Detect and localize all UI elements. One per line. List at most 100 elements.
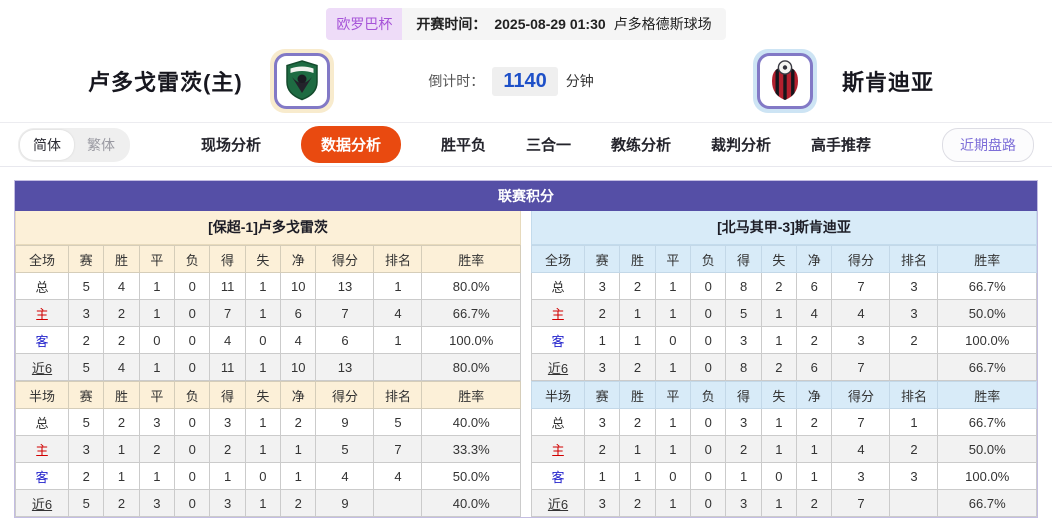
stat-cell: 3 <box>584 408 621 436</box>
home-team-subtitle: [保超-1]卢多戈雷茨 <box>15 211 521 245</box>
stat-cell: 0 <box>174 326 211 354</box>
stat-cell: 7 <box>831 489 891 517</box>
stat-cell: 4 <box>373 462 423 490</box>
countdown-unit: 分钟 <box>565 73 594 89</box>
stat-cell: 7 <box>209 299 246 327</box>
stat-cell: 2 <box>796 326 833 354</box>
tab-coach-analysis[interactable]: 教练分析 <box>611 137 672 154</box>
stat-cell: 2 <box>68 326 105 354</box>
stat-cell: 66.7% <box>937 408 1037 436</box>
stat-cell: 66.7% <box>937 489 1037 517</box>
row-label[interactable]: 近6 <box>14 353 70 381</box>
column-header: 净 <box>280 381 317 409</box>
lang-simplified-button[interactable]: 简体 <box>20 129 74 160</box>
analysis-tabs: 现场分析 数据分析 胜平负 三合一 教练分析 裁判分析 高手推荐 <box>130 126 942 163</box>
recent-trends-button[interactable]: 近期盘路 <box>942 127 1034 162</box>
tab-expert-picks[interactable]: 高手推荐 <box>811 137 872 154</box>
stat-cell: 2 <box>796 408 833 436</box>
home-halftime-table: 半场赛胜平负得失净得分 排名 胜率总 5 2 3 0 3 1 2 9 5 40.0% 主 3 1 2 0 2 1 1 5 7… <box>14 381 521 517</box>
column-header: 胜率 <box>937 381 1037 409</box>
stat-cell: 2 <box>280 489 317 517</box>
stat-cell: 2 <box>619 272 656 300</box>
stat-cell: 0 <box>174 462 211 490</box>
countdown-label: 倒计时： <box>428 73 485 89</box>
tab-data-analysis[interactable]: 数据分析 <box>300 126 401 163</box>
stat-cell: 3 <box>209 408 246 436</box>
stats-row: 主 3 2 1 0 7 1 6 7 4 66.7% <box>14 299 521 327</box>
stat-cell: 0 <box>174 299 211 327</box>
column-header: 得分 <box>315 381 375 409</box>
stat-cell: 5 <box>373 408 423 436</box>
column-header: 失 <box>244 381 282 409</box>
stat-cell: 3 <box>138 489 176 517</box>
stat-cell: 0 <box>654 326 692 354</box>
stats-row: 总 5 4 1 0 11 1 10 13 1 80.0% <box>14 272 521 300</box>
stat-cell: 3 <box>584 489 621 517</box>
row-label: 主 <box>530 435 586 463</box>
match-info-bar: 欧罗巴杯 开赛时间： 2025-08-29 01:30 卢多格德斯球场 <box>0 8 1052 40</box>
league-badge[interactable]: 欧罗巴杯 <box>326 8 403 40</box>
stat-cell: 1 <box>584 326 621 354</box>
stat-cell: 1 <box>138 462 176 490</box>
stat-cell: 0 <box>174 435 211 463</box>
stat-cell: 2 <box>280 408 317 436</box>
stat-cell: 50.0% <box>421 462 521 490</box>
stat-cell <box>889 489 939 517</box>
header-divider <box>0 122 1052 123</box>
stat-cell: 3 <box>138 408 176 436</box>
row-label[interactable]: 近6 <box>530 353 586 381</box>
stat-cell: 100.0% <box>937 462 1037 490</box>
row-label[interactable]: 近6 <box>14 489 70 517</box>
stat-cell: 3 <box>889 272 939 300</box>
stat-cell: 8 <box>725 353 762 381</box>
stat-cell: 2 <box>103 408 140 436</box>
stat-cell: 2 <box>725 435 762 463</box>
stat-cell: 2 <box>103 326 140 354</box>
column-header: 全场 <box>14 245 70 273</box>
stat-cell: 50.0% <box>937 435 1037 463</box>
column-header: 负 <box>690 245 727 273</box>
stat-cell: 1 <box>619 435 656 463</box>
tab-three-in-one[interactable]: 三合一 <box>525 137 571 154</box>
tab-referee-analysis[interactable]: 裁判分析 <box>711 137 772 154</box>
stat-cell: 100.0% <box>937 326 1037 354</box>
tab-live-analysis[interactable]: 现场分析 <box>200 137 261 154</box>
stat-cell: 6 <box>796 272 833 300</box>
stat-cell: 4 <box>796 299 833 327</box>
venue: 卢多格德斯球场 <box>613 16 712 32</box>
tab-win-draw-loss[interactable]: 胜平负 <box>440 137 486 154</box>
countdown: 倒计时： 1140 分钟 <box>428 66 594 96</box>
row-label: 客 <box>530 326 586 354</box>
stat-cell: 0 <box>690 353 727 381</box>
stat-cell: 66.7% <box>421 299 521 327</box>
stat-cell: 5 <box>68 489 105 517</box>
column-header: 赛 <box>584 381 621 409</box>
stat-cell: 0 <box>690 462 727 490</box>
stat-cell: 2 <box>103 299 140 327</box>
stat-cell: 1 <box>760 489 798 517</box>
column-header: 得分 <box>831 381 891 409</box>
column-header: 胜 <box>619 381 656 409</box>
stat-cell: 40.0% <box>421 489 521 517</box>
stat-cell: 1 <box>760 408 798 436</box>
stat-cell: 5 <box>315 435 375 463</box>
column-header: 得分 <box>831 245 891 273</box>
stat-cell: 7 <box>831 353 891 381</box>
stat-cell: 1 <box>654 272 692 300</box>
away-team-stats-section: [北马其甲-3]斯肯迪亚 全场赛胜平负得失净得分 排名 胜率总 3 2 1 0 8 2 6 7 3 66… <box>530 211 1037 517</box>
home-fulltime-table: 全场赛胜平负得失净得分 排名 胜率总 5 4 1 0 11 1 10 13 1 80.0% 主 3 2 1 0 7 1… <box>14 245 521 381</box>
column-header: 赛 <box>584 245 621 273</box>
column-header: 平 <box>138 381 176 409</box>
match-header: 卢多戈雷茨(主) 倒计时： 1140 分钟 <box>0 40 1052 122</box>
row-label[interactable]: 近6 <box>530 489 586 517</box>
column-header: 得 <box>725 381 762 409</box>
stat-cell: 2 <box>889 326 939 354</box>
lang-traditional-button[interactable]: 繁体 <box>87 136 115 153</box>
stat-cell: 3 <box>831 326 891 354</box>
column-header: 失 <box>760 381 798 409</box>
stat-cell: 0 <box>690 326 727 354</box>
stats-row: 主 2 1 1 0 5 1 4 4 3 50.0% <box>530 299 1037 327</box>
stat-cell: 1 <box>103 462 140 490</box>
stat-cell: 0 <box>690 272 727 300</box>
stat-cell: 40.0% <box>421 408 521 436</box>
